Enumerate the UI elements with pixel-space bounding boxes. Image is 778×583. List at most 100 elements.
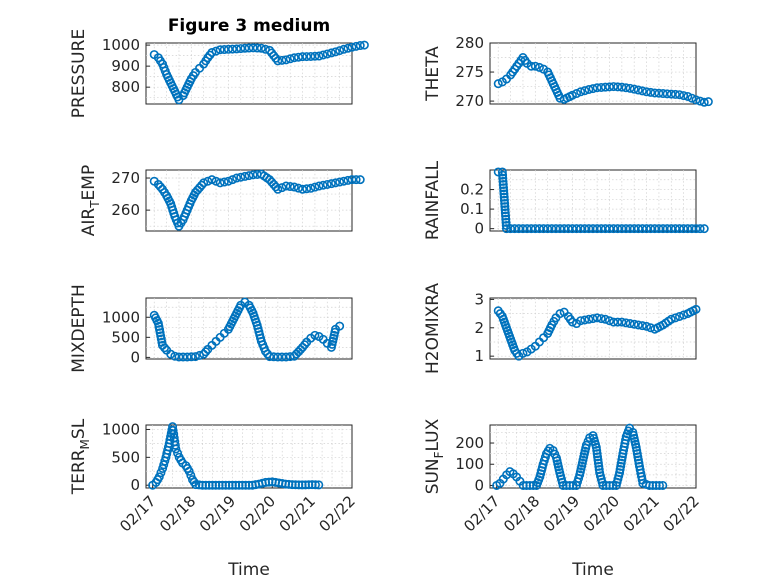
data-point <box>572 89 582 99</box>
y-tick-label: 2 <box>474 319 484 337</box>
data-point <box>580 315 590 325</box>
y-tick-label: 0.1 <box>460 200 484 218</box>
data-point <box>156 468 166 478</box>
data-point <box>293 183 303 193</box>
data-point <box>658 89 668 99</box>
chart-title: Figure 3 medium <box>168 16 330 36</box>
data-point <box>600 82 610 92</box>
data-point <box>530 61 540 71</box>
data-point <box>650 88 660 98</box>
data-point <box>514 224 524 234</box>
data-point <box>646 87 656 97</box>
data-point <box>625 224 635 234</box>
data-point <box>555 309 565 319</box>
data-point <box>244 171 254 181</box>
data-point <box>580 224 590 234</box>
data-point <box>625 319 635 329</box>
data-point <box>248 43 258 53</box>
data-point <box>351 41 361 51</box>
y-axis-label: TERRMSL <box>69 418 92 495</box>
subplot-4: 0 0.10.2 RAINFALL <box>423 160 709 240</box>
data-point <box>207 47 217 57</box>
data-point <box>223 176 233 186</box>
data-point <box>629 319 639 329</box>
y-tick-label: 0 <box>474 220 484 238</box>
data-point <box>576 87 586 97</box>
data-point <box>199 178 209 188</box>
y-tick-label: 0 <box>130 476 140 494</box>
data-point <box>654 88 664 98</box>
data-point <box>543 224 553 234</box>
y-tick-label: 260 <box>111 201 140 219</box>
data-point <box>497 167 507 177</box>
y-axis-label: PRESSURE <box>69 29 89 118</box>
grid-lines <box>490 43 696 104</box>
data-point <box>518 348 528 358</box>
data-point <box>687 224 697 234</box>
data-point <box>207 175 217 185</box>
y-tick-label: 275 <box>455 63 484 81</box>
y-tick-label: 1000 <box>102 308 140 326</box>
y-axis-label: AIRTEMP <box>79 165 102 236</box>
axes-box <box>489 169 697 232</box>
data-point <box>285 182 295 192</box>
y-tick-label: 0 <box>474 476 484 494</box>
x-tick-label: 02/18 <box>500 492 543 535</box>
data-series <box>149 169 365 231</box>
data-point <box>596 224 606 234</box>
data-point <box>318 50 328 60</box>
data-point <box>178 352 188 362</box>
subplot-5: 0 500 1000 MIXDEPTH <box>69 284 353 373</box>
data-point <box>691 224 701 234</box>
data-point <box>219 177 229 187</box>
data-point <box>555 224 565 234</box>
data-series <box>148 422 324 490</box>
data-point <box>500 208 510 218</box>
data-point <box>355 175 365 185</box>
data-point <box>691 304 701 314</box>
data-point <box>592 313 602 323</box>
data-point <box>498 180 508 190</box>
data-point <box>609 224 619 234</box>
data-point <box>501 224 511 234</box>
y-tick-label: 200 <box>455 434 484 452</box>
grid-lines <box>146 298 352 359</box>
data-point <box>244 43 254 53</box>
data-point <box>658 480 668 490</box>
data-point <box>201 347 211 357</box>
y-tick-label: 3 <box>474 290 484 308</box>
y-tick-label: 270 <box>455 92 484 110</box>
data-point <box>281 55 291 65</box>
data-point <box>613 224 623 234</box>
data-point <box>592 449 602 459</box>
data-point <box>699 97 709 107</box>
data-point <box>306 51 316 61</box>
data-point <box>335 46 345 56</box>
data-point <box>314 181 324 191</box>
data-point <box>593 452 603 462</box>
data-point <box>310 51 320 61</box>
data-point <box>654 224 664 234</box>
data-point <box>228 175 238 185</box>
data-point <box>186 352 196 362</box>
data-point <box>567 90 577 100</box>
data-series <box>492 423 668 490</box>
data-point <box>526 61 536 71</box>
data-point <box>228 44 238 54</box>
data-point <box>501 214 511 224</box>
data-point <box>240 171 250 181</box>
data-point <box>232 173 242 183</box>
data-point <box>617 317 627 327</box>
data-point <box>666 224 676 234</box>
y-axis-label: MIXDEPTH <box>69 284 89 373</box>
data-point <box>197 180 207 190</box>
data-point <box>572 224 582 234</box>
data-point <box>551 224 561 234</box>
data-point <box>576 316 586 326</box>
x-tick-label: 02/17 <box>116 492 159 535</box>
data-point <box>617 82 627 92</box>
data-point <box>600 224 610 234</box>
data-point <box>534 62 544 72</box>
data-point <box>302 52 312 62</box>
